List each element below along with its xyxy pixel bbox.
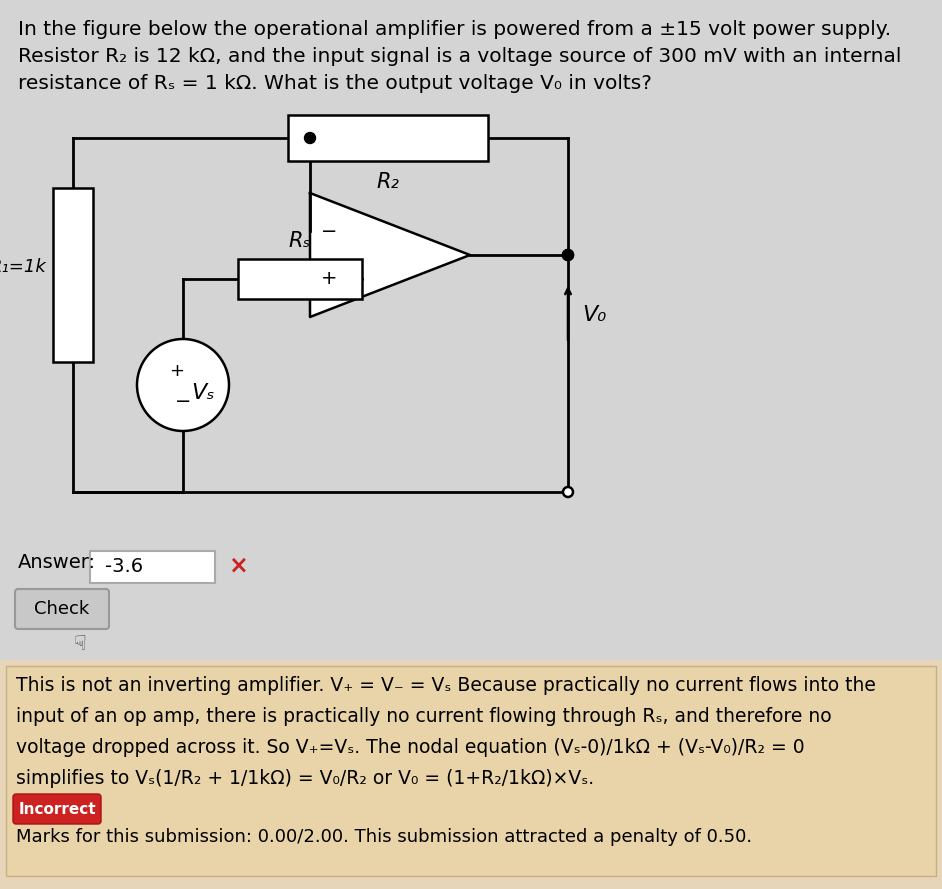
Text: R₁=1k: R₁=1k: [0, 258, 46, 276]
Text: +: +: [170, 362, 185, 380]
Bar: [0, 0, 942, 660]
Text: −: −: [321, 222, 337, 241]
Text: Check: Check: [34, 600, 89, 618]
Bar: [6, 666, 936, 876]
Text: R₂: R₂: [377, 172, 399, 192]
Text: Answer:: Answer:: [18, 553, 96, 572]
Text: ☟: ☟: [73, 634, 87, 654]
Circle shape: [304, 132, 316, 143]
FancyBboxPatch shape: [13, 794, 101, 824]
Text: Incorrect: Incorrect: [18, 802, 96, 816]
Text: ×: ×: [228, 554, 248, 578]
Text: V₀: V₀: [582, 305, 606, 325]
Bar: [288, 115, 488, 161]
Circle shape: [563, 250, 573, 260]
Circle shape: [563, 487, 573, 497]
Text: input of an op amp, there is practically no current flowing through Rₛ, and ther: input of an op amp, there is practically…: [16, 707, 832, 726]
Bar: [90, 551, 215, 583]
Circle shape: [562, 250, 574, 260]
Text: voltage dropped across it. So V₊=Vₛ. The nodal equation (Vₛ-0)/1kΩ + (Vₛ-V₀)/R₂ : voltage dropped across it. So V₊=Vₛ. The…: [16, 738, 804, 757]
Text: In the figure below the operational amplifier is powered from a ±15 volt power s: In the figure below the operational ampl…: [18, 20, 891, 39]
FancyBboxPatch shape: [15, 589, 109, 629]
Text: Vₛ: Vₛ: [191, 383, 215, 403]
Text: resistance of Rₛ = 1 kΩ. What is the output voltage V₀ in volts?: resistance of Rₛ = 1 kΩ. What is the out…: [18, 74, 652, 93]
Text: −: −: [175, 391, 191, 411]
Circle shape: [137, 339, 229, 431]
Bar: [0, 660, 942, 889]
Text: Resistor R₂ is 12 kΩ, and the input signal is a voltage source of 300 mV with an: Resistor R₂ is 12 kΩ, and the input sign…: [18, 47, 901, 66]
Text: This is not an inverting amplifier. V₊ = V₋ = Vₛ Because practically no current : This is not an inverting amplifier. V₊ =…: [16, 676, 876, 695]
Text: Marks for this submission: 0.00/2.00. This submission attracted a penalty of 0.5: Marks for this submission: 0.00/2.00. Th…: [16, 828, 752, 846]
Polygon shape: [310, 193, 470, 317]
Text: -3.6: -3.6: [105, 557, 143, 576]
Bar: [238, 259, 362, 299]
Text: simplifies to Vₛ(1/R₂ + 1/1kΩ) = V₀/R₂ or V₀ = (1+R₂/1kΩ)×Vₛ.: simplifies to Vₛ(1/R₂ + 1/1kΩ) = V₀/R₂ o…: [16, 769, 594, 788]
Text: +: +: [321, 269, 337, 288]
Bar: [53, 188, 93, 362]
Text: Rₛ: Rₛ: [289, 230, 311, 251]
